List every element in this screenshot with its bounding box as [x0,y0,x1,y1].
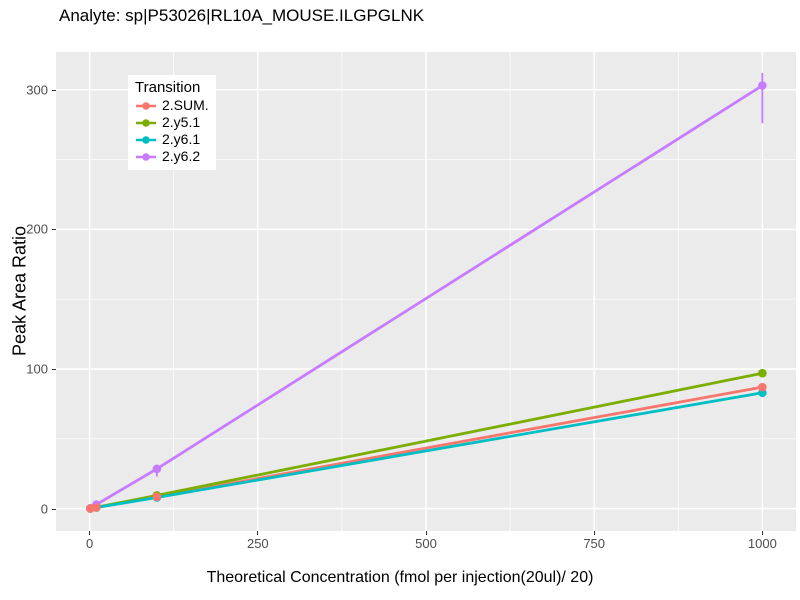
y-tick-label: 100 [26,361,48,377]
legend-key-point [142,118,150,127]
legend-title: Transition [135,79,201,96]
y-axis-title: Peak Area Ratio [9,225,30,357]
legend-label: 2.y5.1 [162,114,201,130]
legend-key-icon [136,118,156,127]
y-tick-label: 200 [26,221,48,237]
y-tick-label: 0 [40,501,48,517]
data-point-2.y5.1 [758,368,767,378]
x-tick-mark [593,531,595,535]
legend-item-2.y5.1: 2.y5.1 [135,114,209,131]
data-point-2.y6.2 [758,81,767,90]
legend-label: 2.y6.1 [162,131,201,147]
x-tick-mark [425,531,427,535]
legend-item-2.y6.2: 2.y6.2 [135,148,209,165]
y-tick-mark [52,229,56,231]
x-tick-label: 750 [583,536,606,551]
legend-key-icon [136,152,156,161]
legend-items: 2.SUM. 2.y5.1 2.y6.1 2.y6.2 [135,97,209,165]
data-point-2.SUM. [758,382,767,392]
legend-item-2.y6.1: 2.y6.1 [135,131,209,148]
y-tick-mark [52,369,56,370]
data-point-2.SUM. [152,492,162,502]
legend-key-point [142,101,150,110]
chart-title: Analyte: sp|P53026|RL10A_MOUSE.ILGPGLNK [59,6,425,25]
x-tick-mark [761,531,763,535]
x-tick-mark [89,531,91,535]
legend-key-icon [136,135,156,144]
plot-canvas [56,52,796,531]
legend-key-icon [136,101,156,110]
data-point-2.SUM. [92,503,101,512]
x-tick-label: 500 [415,536,437,551]
legend: Transition 2.SUM. 2.y5.1 2.y6.1 2.y6.2 [128,75,216,170]
x-tick-mark [257,531,259,535]
y-tick-mark [52,89,56,91]
x-tick-label: 1000 [747,536,777,551]
legend-key-point [142,152,150,161]
y-tick-label: 300 [26,82,48,98]
x-axis-title: Theoretical Concentration (fmol per inje… [206,569,594,586]
data-point-2.y6.2 [152,464,162,474]
x-tick-label: 0 [86,536,94,551]
y-tick-mark [52,508,56,510]
x-tick-label: 250 [246,536,269,551]
legend-label: 2.SUM. [162,97,209,113]
legend-key-point [142,135,150,144]
legend-item-2.SUM.: 2.SUM. [135,97,209,114]
legend-label: 2.y6.2 [162,148,201,164]
